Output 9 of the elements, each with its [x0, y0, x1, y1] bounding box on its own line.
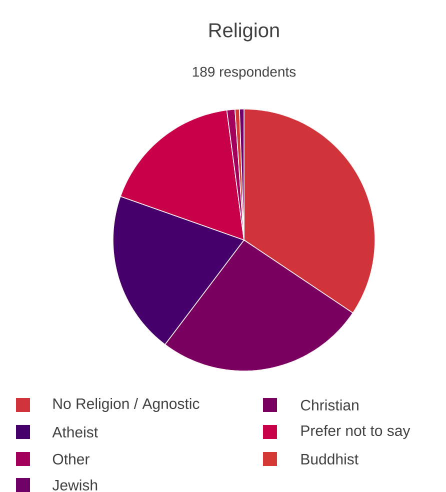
legend-label: Prefer not to say — [301, 425, 410, 439]
legend-label: No Religion / Agnostic — [53, 398, 200, 412]
legend-label: Other — [52, 453, 90, 464]
chart-title: Religion — [210, 22, 279, 42]
legend-label: Christian — [300, 399, 358, 410]
chart-subtitle: 189 respondents — [192, 66, 296, 80]
legend-label: Buddhist — [301, 453, 358, 464]
legend-label: Atheist — [52, 426, 98, 438]
legend-label: Jewish — [52, 479, 98, 490]
